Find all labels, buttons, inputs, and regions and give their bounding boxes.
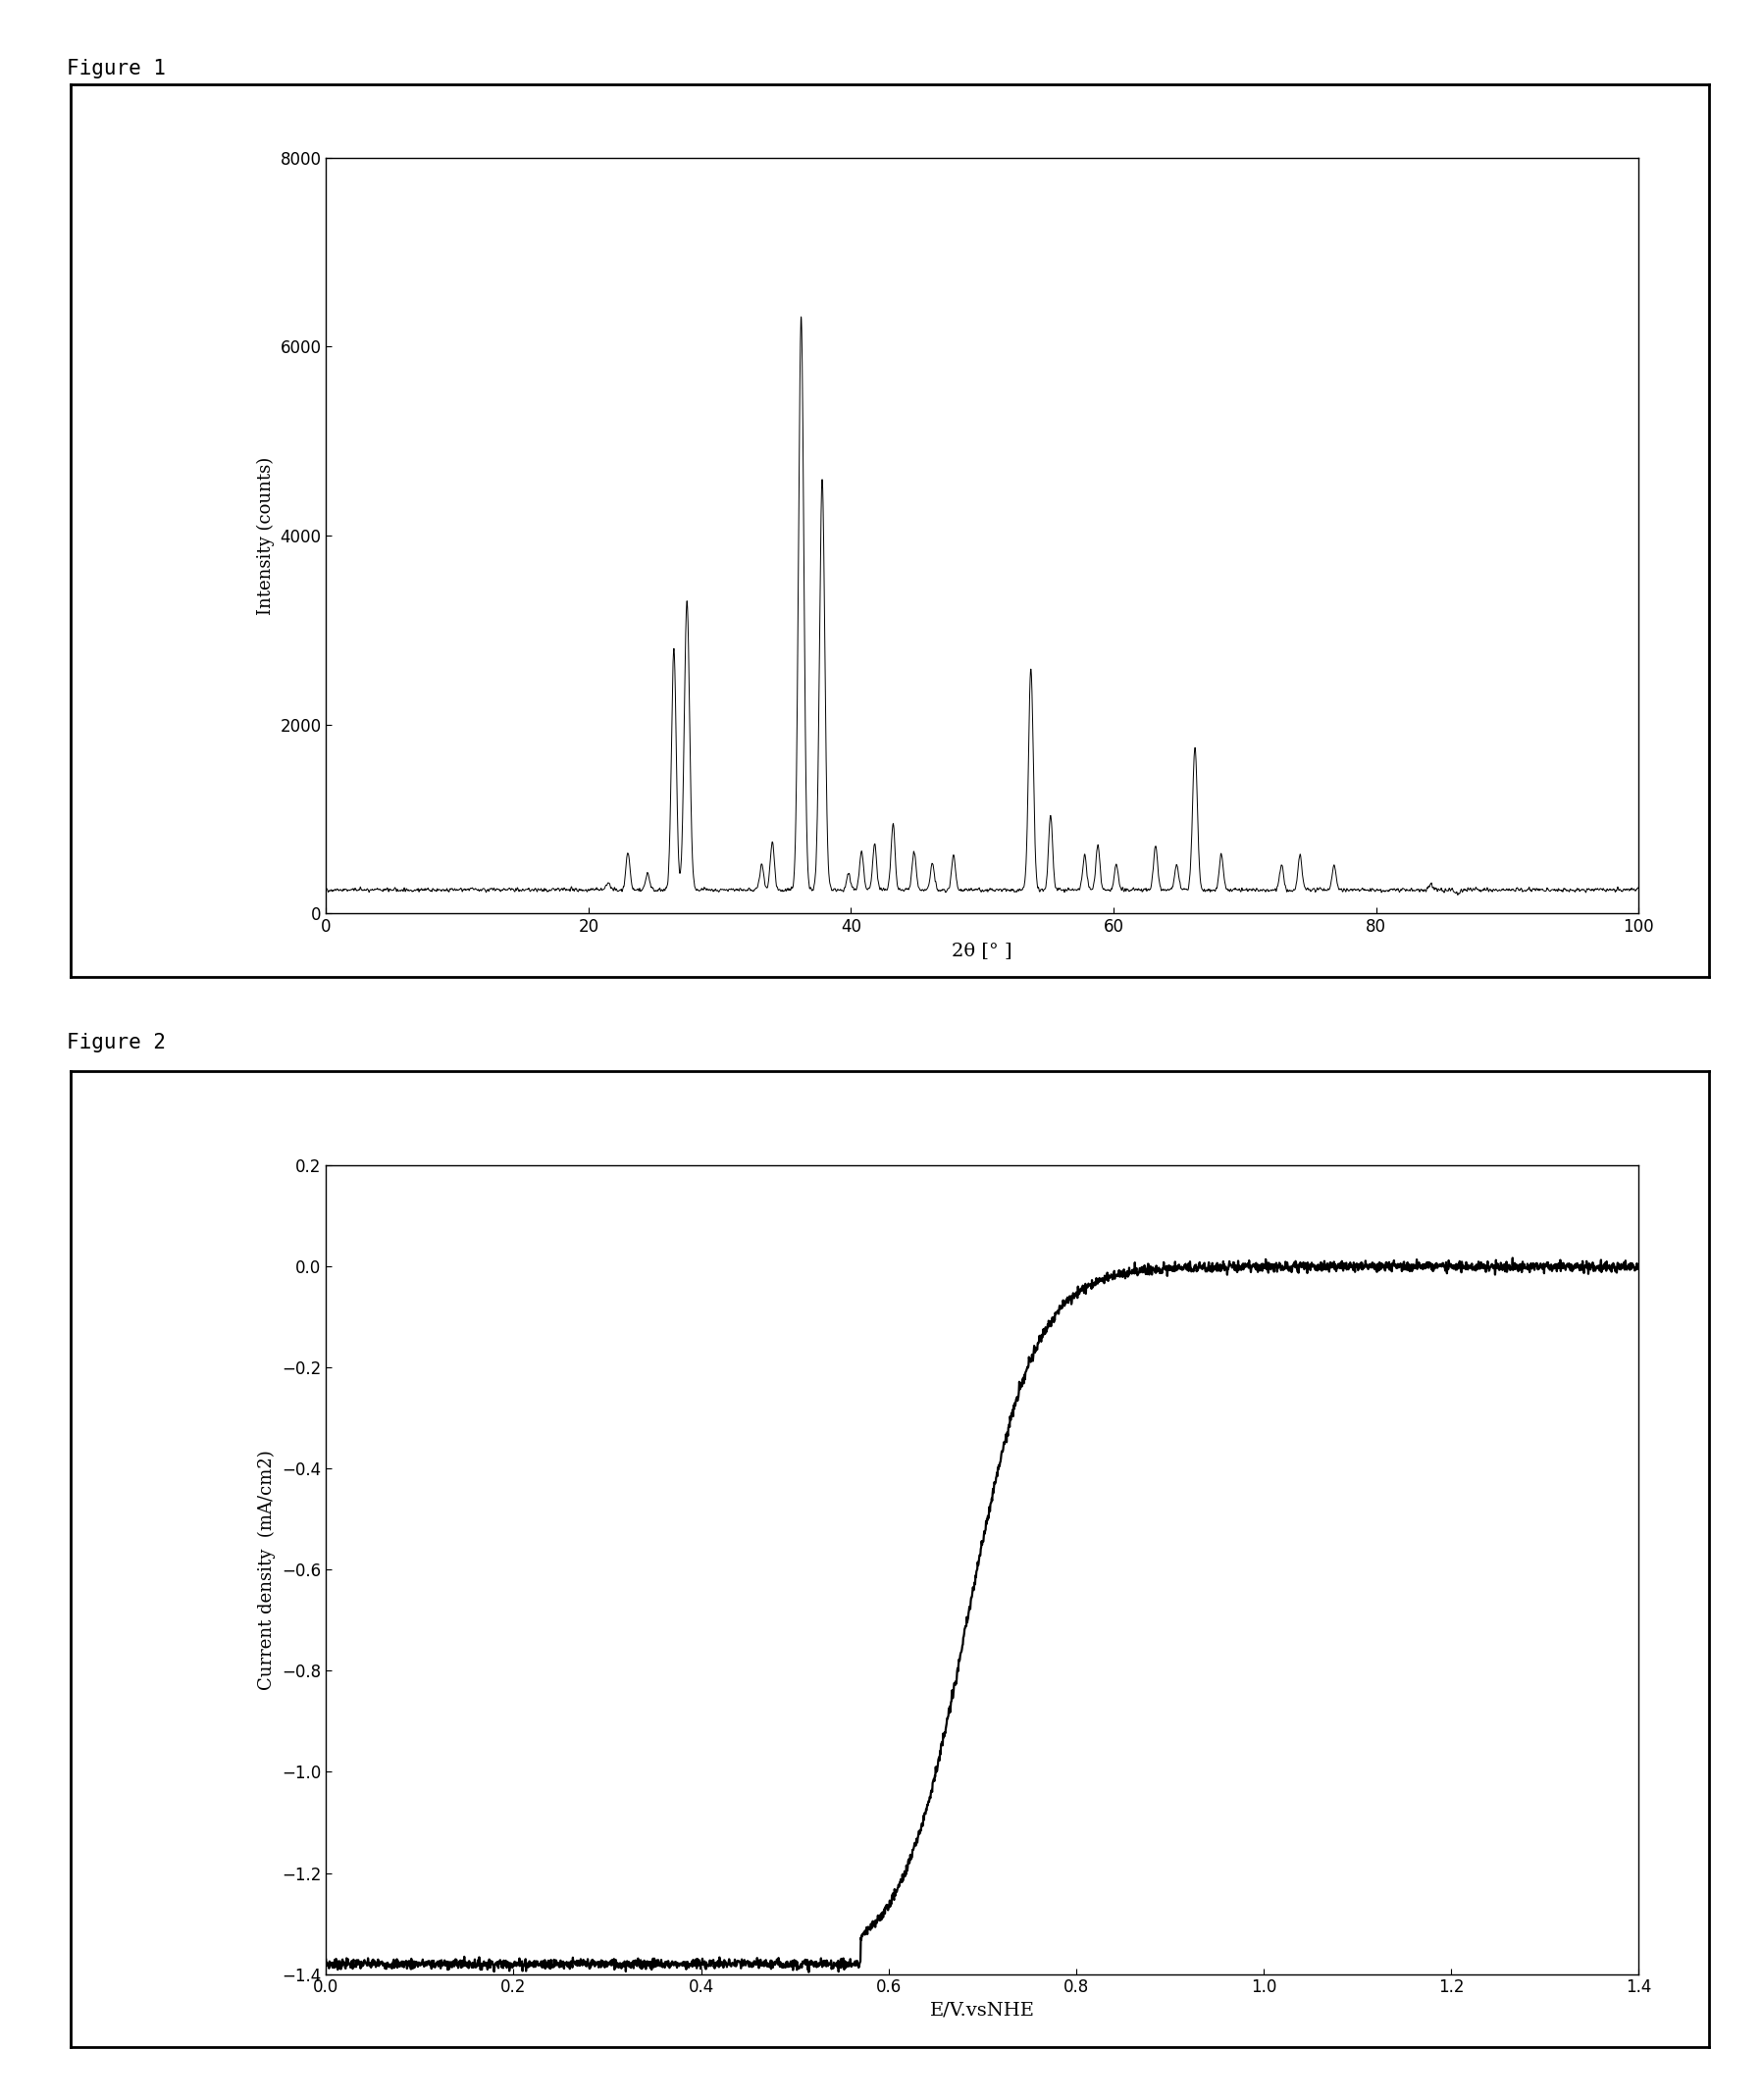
Y-axis label: Intensity (counts): Intensity (counts)	[257, 456, 275, 615]
Text: Figure 2: Figure 2	[67, 1033, 166, 1052]
Text: Figure 1: Figure 1	[67, 59, 166, 78]
Y-axis label: Current density  (mA/cm2): Current density (mA/cm2)	[259, 1449, 277, 1691]
X-axis label: E/V.vsNHE: E/V.vsNHE	[930, 2001, 1034, 2020]
X-axis label: 2θ [° ]: 2θ [° ]	[951, 941, 1013, 960]
